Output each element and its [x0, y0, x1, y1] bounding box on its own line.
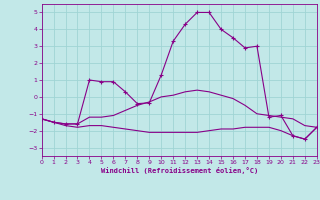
X-axis label: Windchill (Refroidissement éolien,°C): Windchill (Refroidissement éolien,°C): [100, 167, 258, 174]
